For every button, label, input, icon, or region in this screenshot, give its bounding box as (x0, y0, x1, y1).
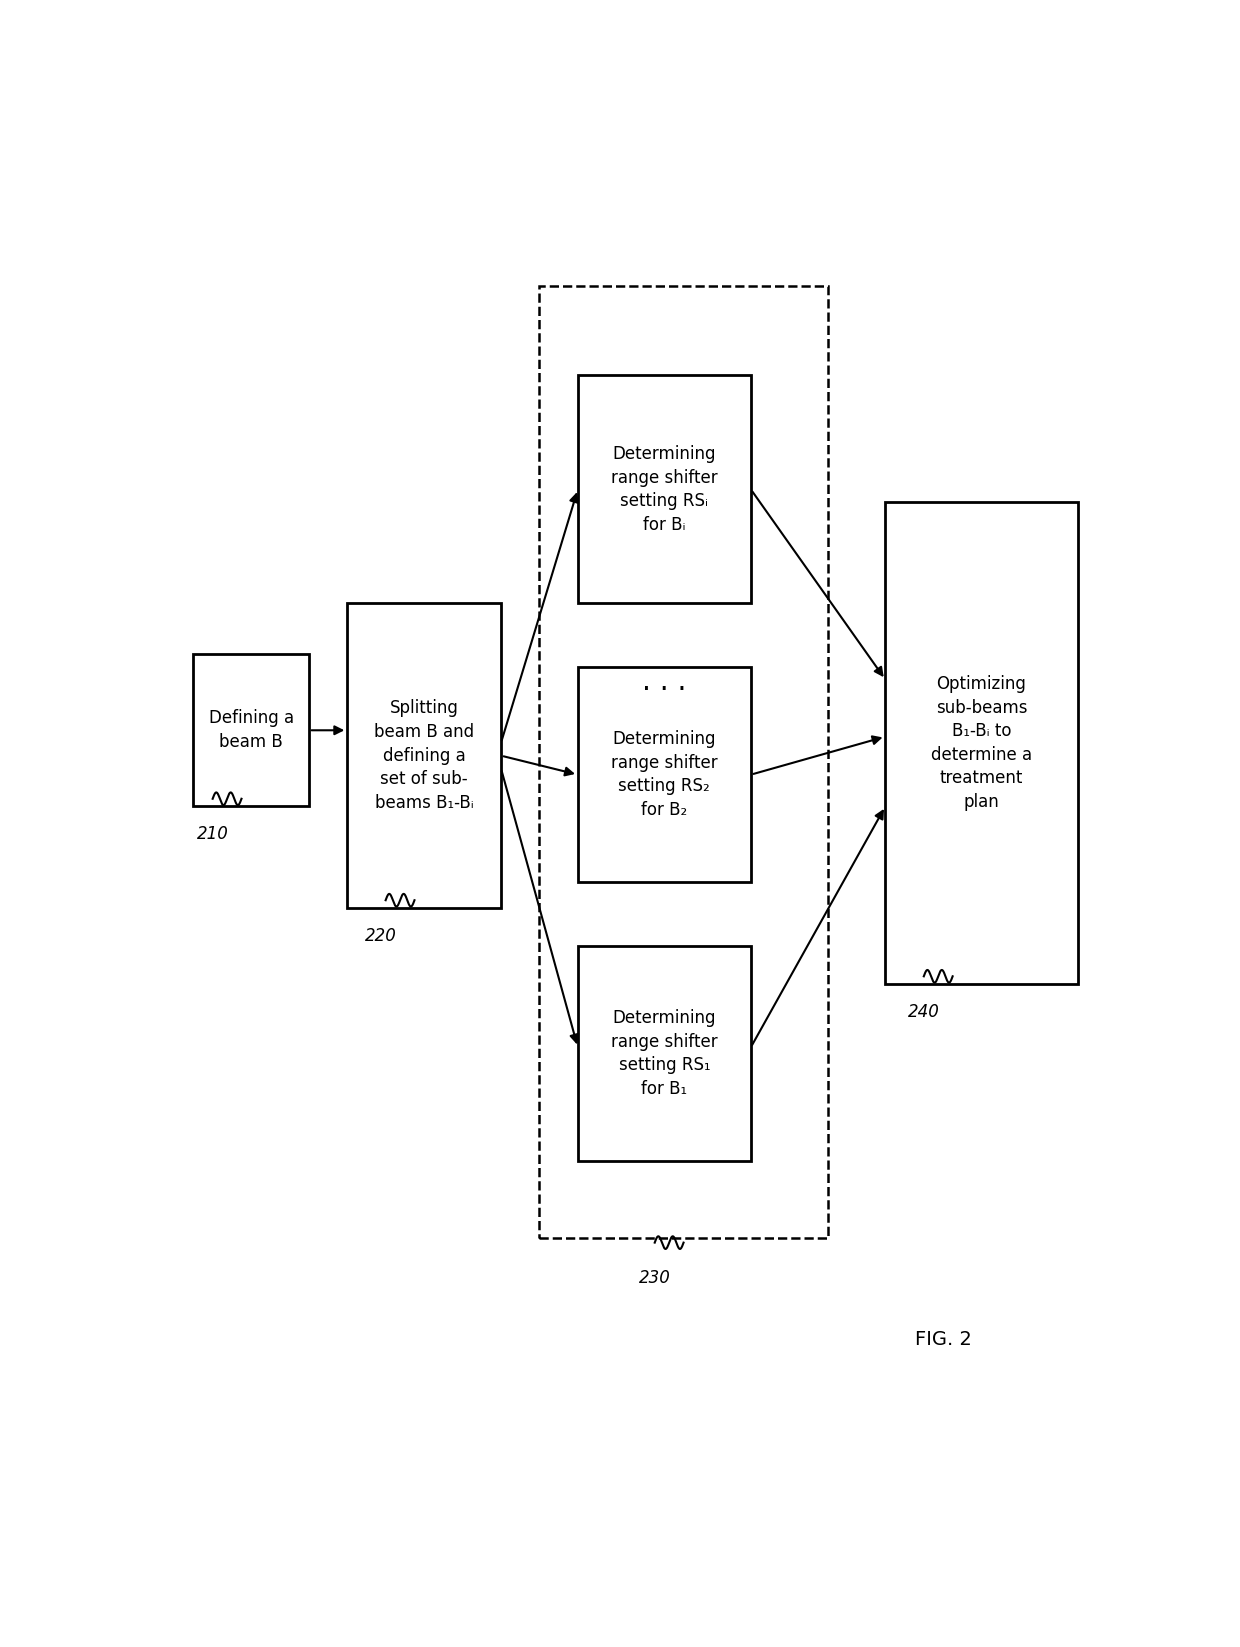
Text: 210: 210 (197, 825, 228, 843)
Text: FIG. 2: FIG. 2 (915, 1329, 971, 1349)
FancyBboxPatch shape (578, 376, 751, 603)
Text: Determining
range shifter
setting RS₂
for B₂: Determining range shifter setting RS₂ fo… (611, 730, 718, 819)
Text: Splitting
beam B and
defining a
set of sub-
beams B₁-Bᵢ: Splitting beam B and defining a set of s… (374, 700, 474, 812)
Text: Optimizing
sub-beams
B₁-Bᵢ to
determine a
treatment
plan: Optimizing sub-beams B₁-Bᵢ to determine … (931, 675, 1032, 810)
FancyBboxPatch shape (578, 945, 751, 1161)
Text: Determining
range shifter
setting RSᵢ
for Bᵢ: Determining range shifter setting RSᵢ fo… (611, 445, 718, 534)
FancyBboxPatch shape (885, 502, 1078, 983)
FancyBboxPatch shape (193, 654, 309, 807)
Text: Defining a
beam B: Defining a beam B (208, 710, 294, 751)
Text: 220: 220 (365, 927, 397, 945)
Text: 240: 240 (908, 1003, 940, 1021)
Text: Determining
range shifter
setting RS₁
for B₁: Determining range shifter setting RS₁ fo… (611, 1010, 718, 1099)
FancyBboxPatch shape (347, 603, 501, 907)
FancyBboxPatch shape (578, 667, 751, 883)
Text: 230: 230 (639, 1270, 671, 1288)
Text: . . .: . . . (642, 669, 687, 697)
